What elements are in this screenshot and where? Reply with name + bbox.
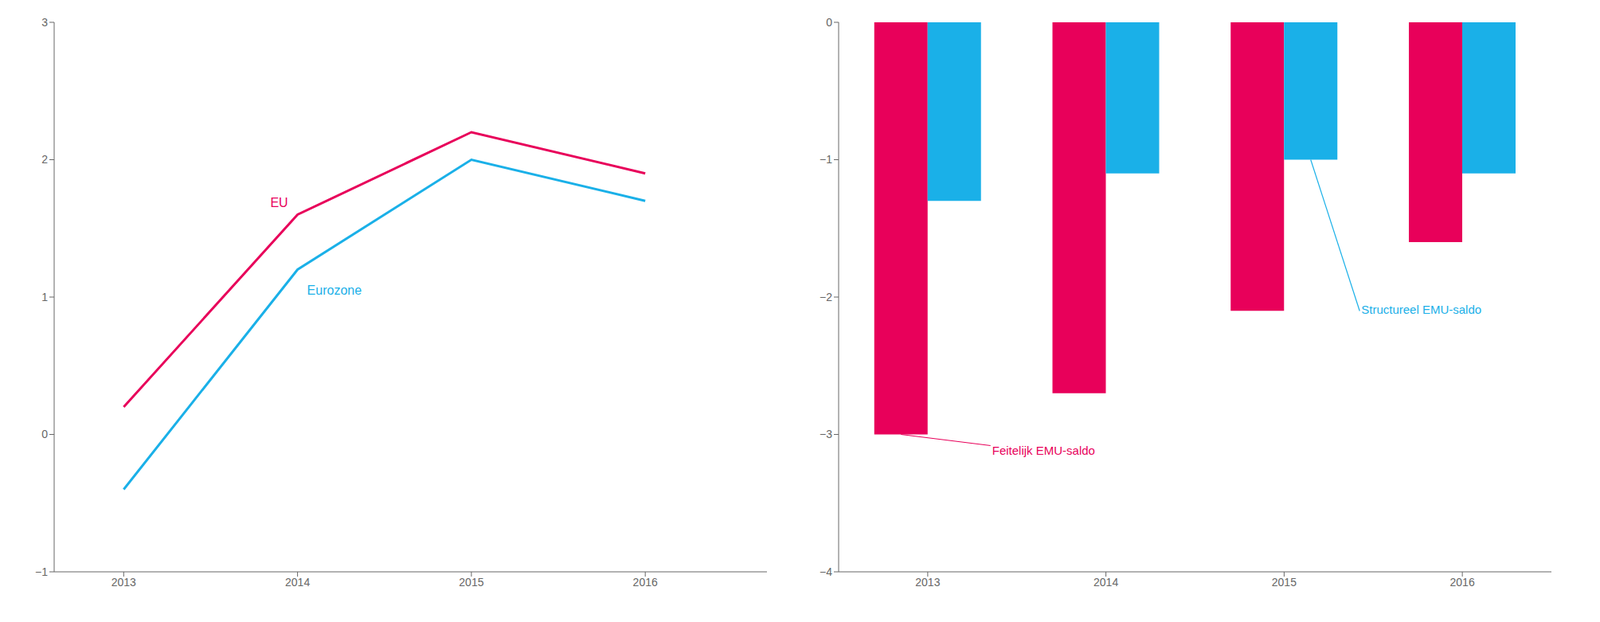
svg-text:−4: −4 [819,565,833,579]
svg-text:2014: 2014 [285,575,310,589]
svg-text:EU: EU [269,195,288,210]
svg-text:−3: −3 [819,427,833,441]
svg-text:2: 2 [41,152,48,166]
svg-text:0: 0 [825,15,833,29]
svg-text:0: 0 [41,427,48,441]
svg-text:Structureel EMU-saldo: Structureel EMU-saldo [1361,302,1482,317]
svg-text:2015: 2015 [1271,575,1297,589]
svg-text:−1: −1 [819,152,833,166]
svg-text:−2: −2 [819,290,833,304]
svg-text:2014: 2014 [1093,575,1119,589]
svg-text:2016: 2016 [633,575,658,589]
svg-text:1: 1 [41,290,48,304]
svg-text:2015: 2015 [458,575,484,589]
svg-text:Feitelijk EMU-saldo: Feitelijk EMU-saldo [992,443,1096,458]
svg-text:2016: 2016 [1450,575,1475,589]
svg-text:2013: 2013 [915,575,940,589]
svg-text:Eurozone: Eurozone [307,283,363,298]
svg-text:3: 3 [41,15,48,29]
svg-text:2013: 2013 [111,575,137,589]
svg-text:−1: −1 [35,565,48,579]
